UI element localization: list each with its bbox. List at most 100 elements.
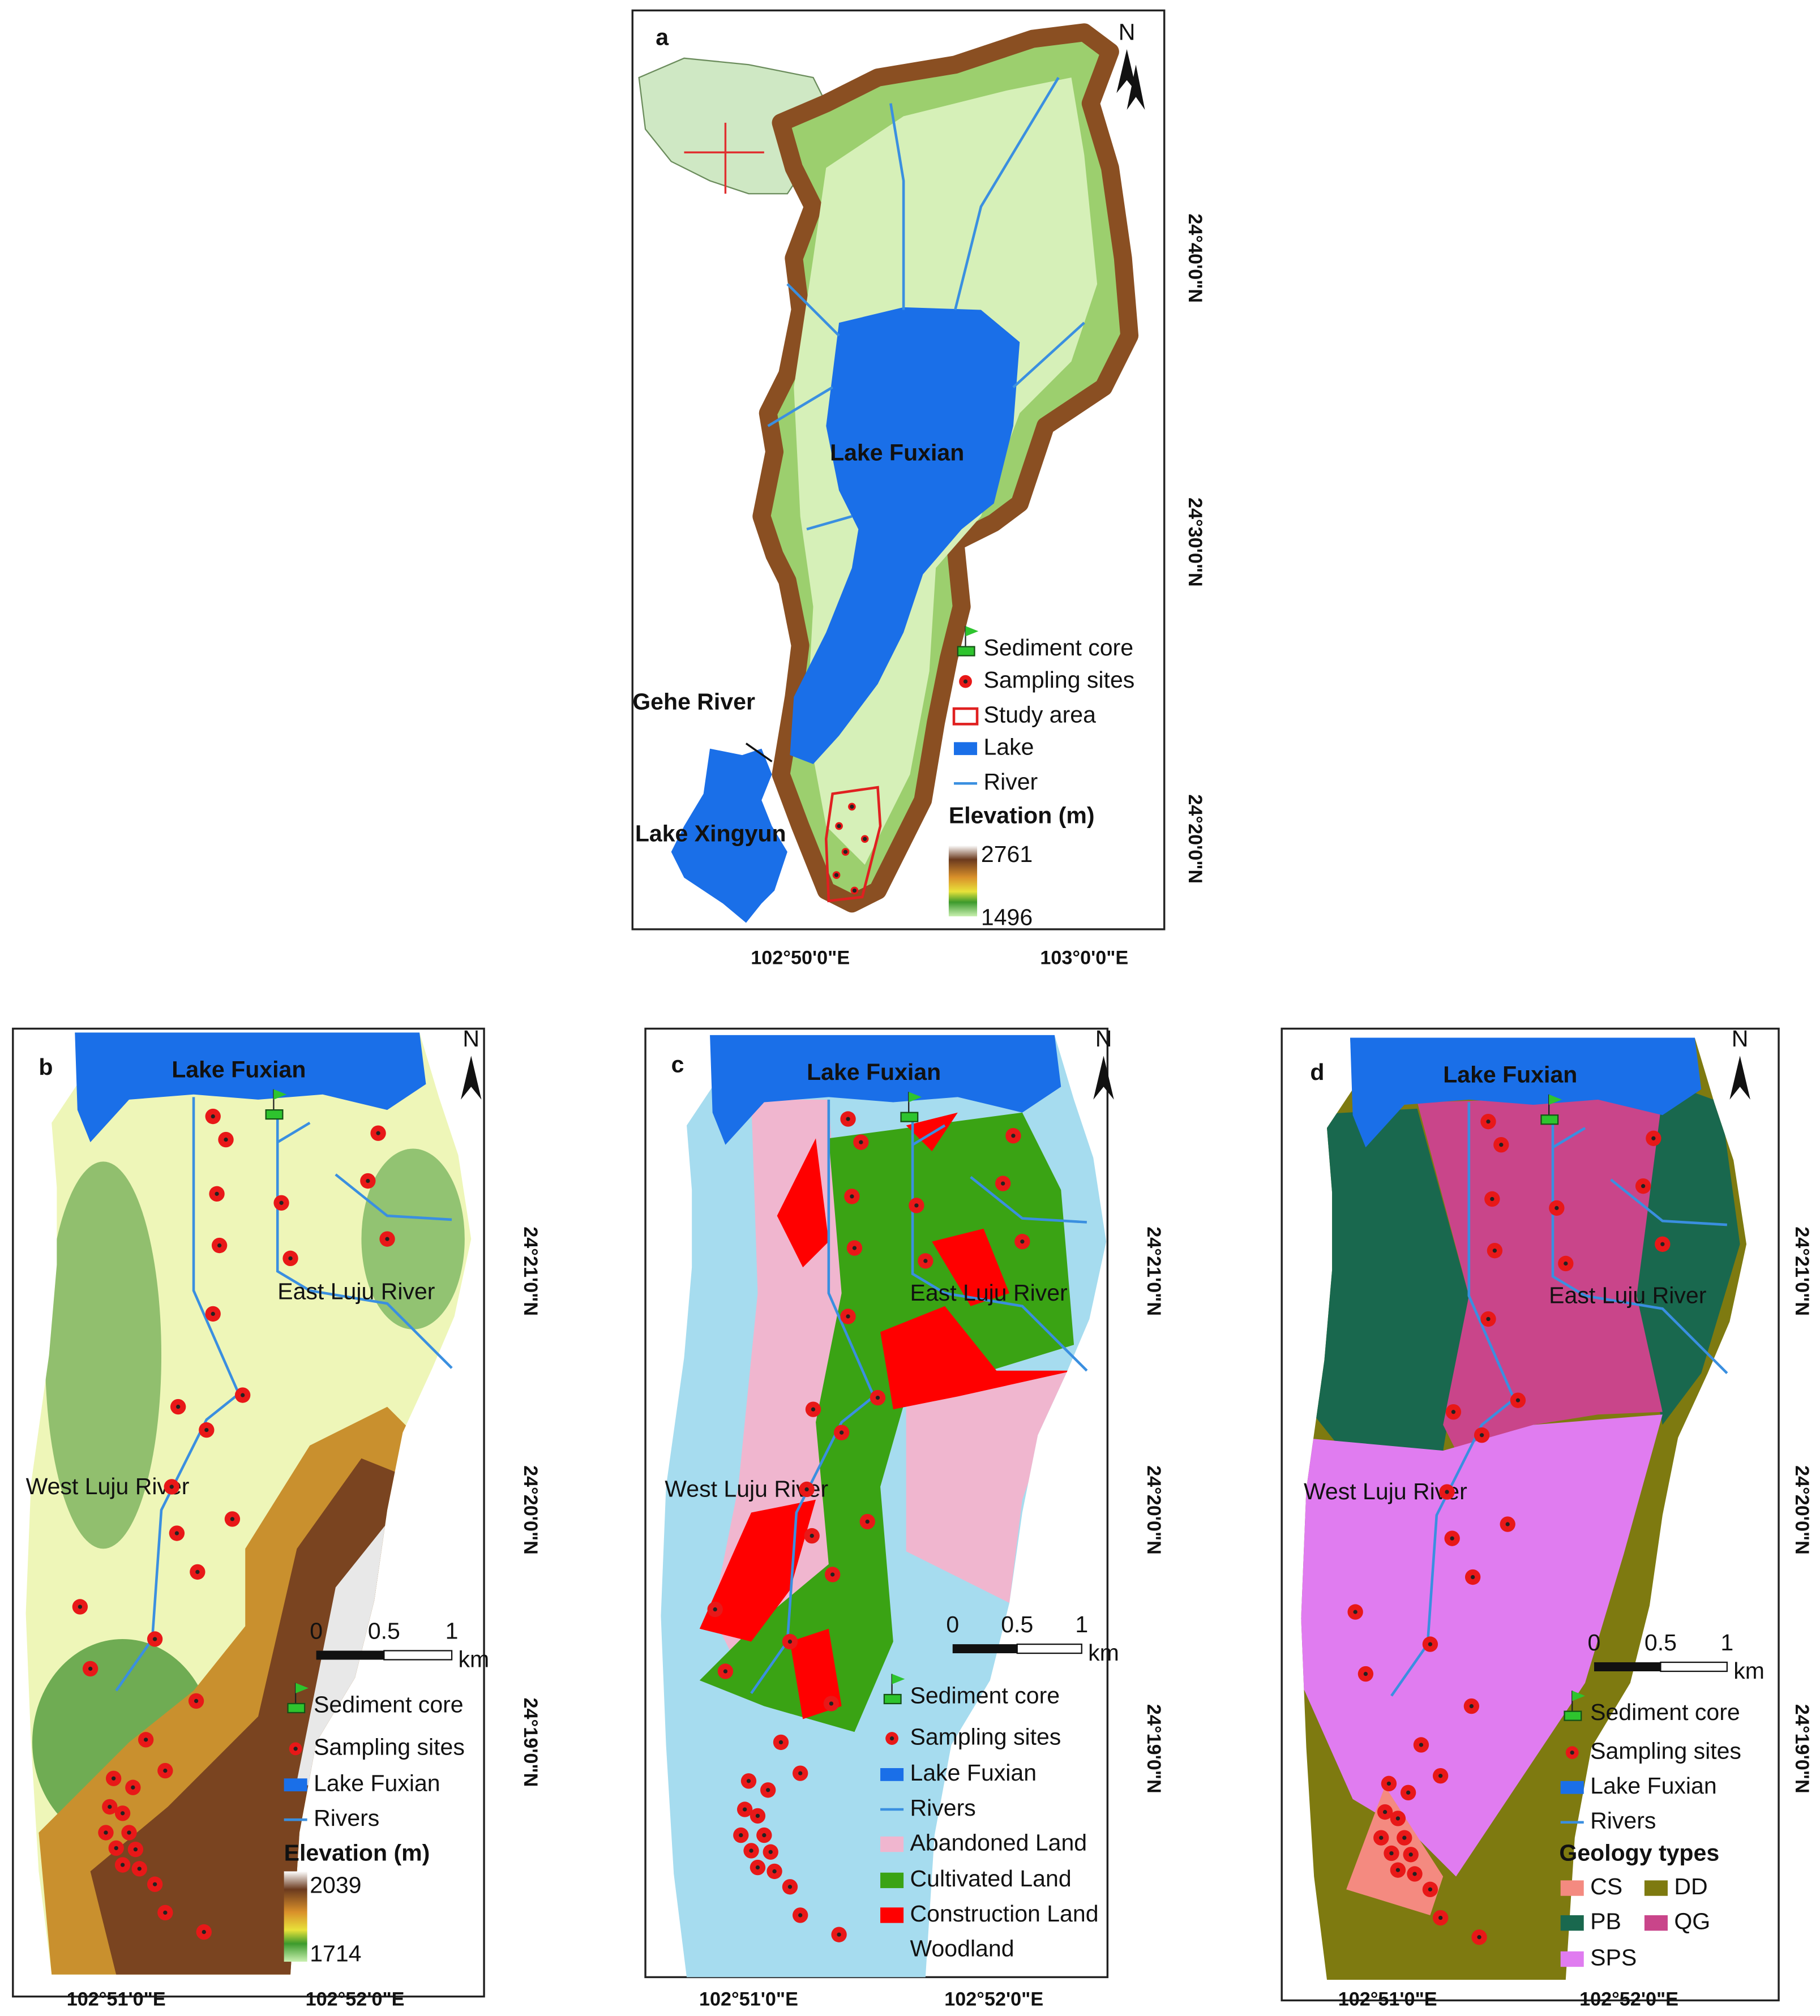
sampling-site-center [746, 1779, 751, 1783]
legend-label: Lake Fuxian [910, 1760, 1037, 1786]
sampling-site-center [889, 1736, 894, 1741]
sampling-site-center [144, 1738, 148, 1742]
sampling-site-center [798, 1771, 803, 1775]
sampling-site-center [1379, 1835, 1384, 1840]
sampling-site-center [1445, 1490, 1449, 1494]
sampling-site-center [88, 1666, 93, 1671]
construction-land [777, 1138, 829, 1268]
sampling-site-center [787, 1885, 793, 1889]
legend-swatch [952, 707, 979, 726]
terrain [45, 1161, 162, 1549]
sampling-site-center [1490, 1196, 1494, 1202]
longitude-label: 102°52'0"E [944, 1988, 1043, 2010]
legend-label: Sampling sites [910, 1723, 1061, 1749]
legend-label: Lake Fuxian [314, 1770, 440, 1796]
geology-sps [1301, 1414, 1663, 1877]
sampling-site-center [366, 1178, 370, 1183]
sampling-site-center [1406, 1790, 1411, 1795]
sampling-site-center [1353, 1610, 1357, 1614]
scale-tick-label: 0.5 [1001, 1611, 1033, 1637]
place-label: Lake Fuxian [807, 1059, 941, 1085]
scale-tick-label: 1 [1075, 1611, 1088, 1637]
latitude-label: 24°19'0"N [1791, 1704, 1813, 1794]
lake-xingyun [671, 748, 787, 923]
construction-land [932, 1228, 1010, 1306]
legend-label: Rivers [314, 1805, 379, 1831]
legend-swatch [284, 1778, 307, 1792]
elevation-label: 2039 [310, 1872, 361, 1898]
sampling-site-center [1428, 1642, 1433, 1646]
legend-swatch [880, 1872, 904, 1889]
sampling-site-center [376, 1131, 380, 1135]
flag [273, 1089, 287, 1100]
sediment-core [265, 1109, 284, 1120]
sampling-site-center [963, 679, 968, 684]
sampling-site-center [804, 1487, 809, 1492]
legend-label: CS [1590, 1873, 1622, 1899]
sampling-site-center [279, 1200, 284, 1205]
longitude-label: 102°52'0"E [306, 1988, 405, 2010]
legend-label: Cultivated Land [910, 1865, 1072, 1891]
elevation-bar [284, 1871, 307, 1962]
sampling-site-center [1505, 1522, 1510, 1526]
geology-qg [1417, 1096, 1663, 1477]
panel-d [1281, 1027, 1780, 2002]
legend-label: Lake [983, 734, 1034, 760]
elevation-label: 1714 [310, 1940, 361, 1966]
sampling-site-center [1395, 1816, 1401, 1821]
sampling-site-center [875, 1395, 880, 1400]
latitude-label: 24°21'0"N [520, 1226, 541, 1316]
geology-pb [1637, 1076, 1740, 1425]
sampling-site-center [762, 1833, 766, 1838]
sampling-site-center [211, 1114, 215, 1119]
sampling-site-center [114, 1846, 118, 1851]
legend-label: Sampling sites [314, 1734, 465, 1760]
legend-label: Lake Fuxian [1590, 1773, 1717, 1799]
sampling-site-center [1499, 1143, 1504, 1147]
place-label: West Luju River [26, 1473, 190, 1499]
sampling-site-center [755, 1865, 760, 1870]
sediment-core [1564, 1710, 1582, 1721]
latitude-label: 24°20'0"N [1184, 794, 1206, 883]
pointer [745, 743, 773, 762]
sampling-site-center [1020, 1239, 1025, 1244]
sampling-site-center [1564, 1261, 1568, 1266]
legend-swatch [880, 1907, 904, 1923]
sampling-site-center [174, 1531, 179, 1535]
latitude-label: 24°20'0"N [1143, 1465, 1164, 1555]
sampling-site-center [1641, 1184, 1646, 1189]
sampling-site-center [104, 1830, 108, 1835]
scale-unit: km [1733, 1658, 1765, 1684]
map-frame [644, 1027, 1109, 1979]
sampling-site-center [108, 1804, 112, 1809]
river [1012, 321, 1085, 388]
latitude-label: 24°40'0"N [1184, 213, 1206, 303]
elevation-bar [948, 845, 978, 917]
north-label: N [1119, 19, 1136, 45]
place-label: Lake Xingyun [635, 820, 786, 846]
elevation-label: 1496 [981, 904, 1033, 930]
flag [296, 1683, 309, 1693]
sediment-core [900, 1112, 919, 1122]
river [806, 515, 853, 531]
sampling-site-center [1395, 1868, 1401, 1872]
geology-pb [1301, 1108, 1469, 1464]
sampling-site-center [739, 1833, 743, 1838]
sampling-site-center [241, 1393, 245, 1397]
sampling-site-center [112, 1776, 116, 1781]
legend-label: Sampling sites [983, 667, 1134, 693]
scale-unit: km [1088, 1640, 1119, 1666]
longitude-label: 102°51'0"E [699, 1988, 798, 2010]
north-arrow [461, 1056, 482, 1100]
sampling-site-center [723, 1669, 728, 1674]
sampling-site-center [829, 1701, 834, 1706]
map-frame [1281, 1027, 1780, 2002]
sampling-site-center [772, 1869, 777, 1874]
sampling-site-center [766, 1788, 770, 1792]
sediment-core [957, 646, 975, 657]
sampling-site-center [152, 1637, 157, 1641]
panel-label: c [671, 1051, 684, 1077]
sampling-site-center [846, 1117, 850, 1121]
place-label: Lake Fuxian [830, 440, 964, 466]
